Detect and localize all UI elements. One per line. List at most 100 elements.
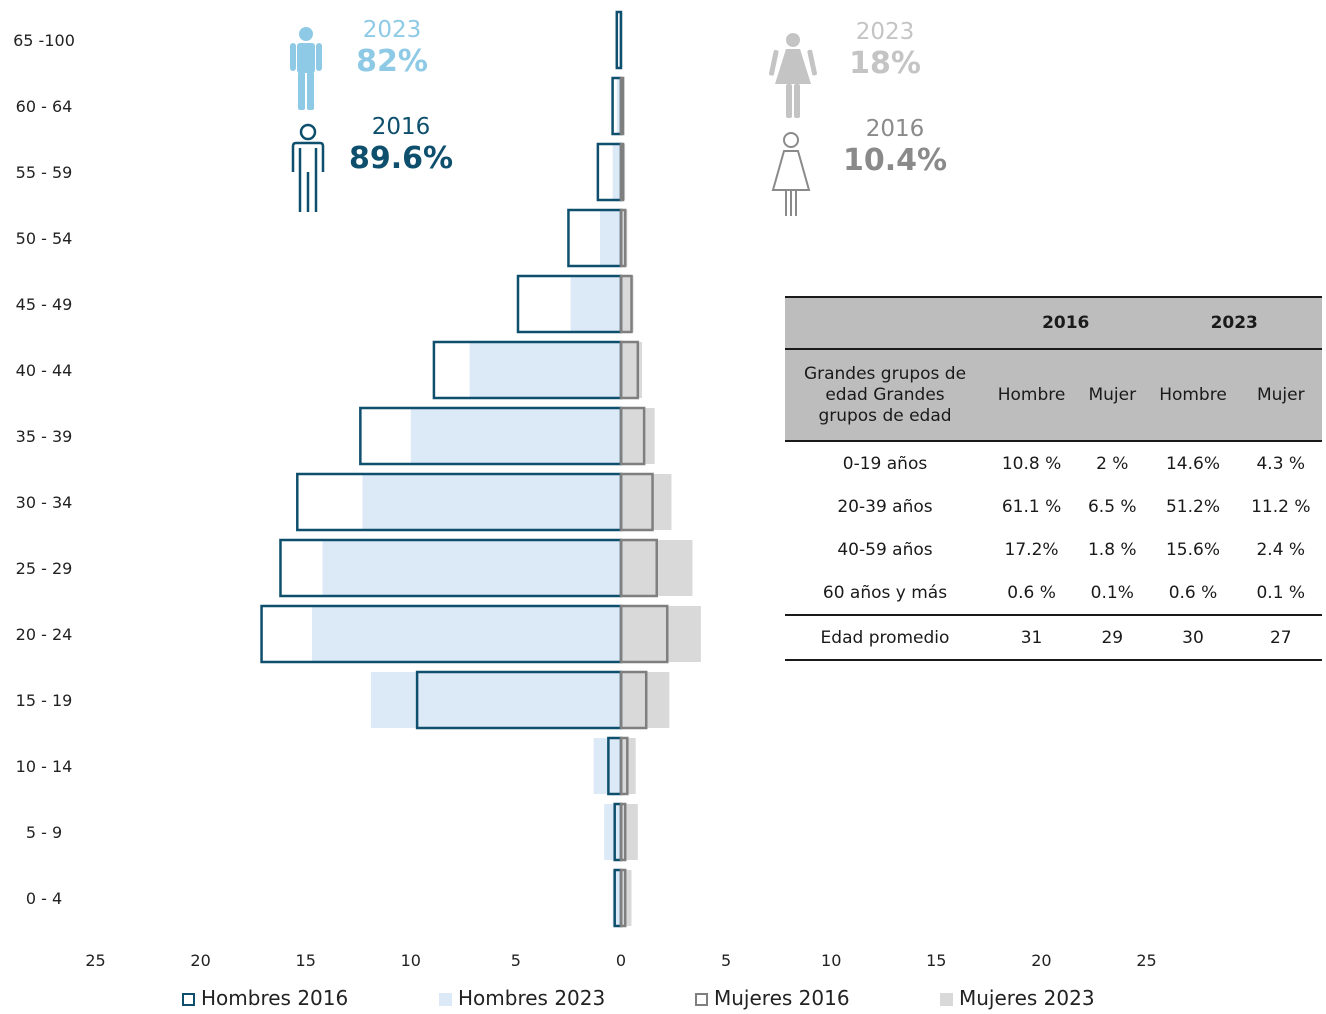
bar-mujeres-2016	[619, 406, 646, 466]
bar-hombres-2023	[362, 474, 621, 530]
bar-hombres-2023	[370, 672, 621, 728]
table-year-header: 2016	[985, 296, 1147, 350]
legend-label: Hombres 2023	[458, 986, 606, 1010]
y-tick-label: 45 - 49	[16, 295, 73, 314]
y-tick-label: 5 - 9	[26, 823, 62, 842]
men-2023-year: 2023	[362, 17, 422, 43]
men-2016-stat: 2016 89.6%	[346, 113, 456, 177]
x-tick-label: 25	[1136, 951, 1156, 970]
table-cell: 2 %	[1096, 453, 1129, 474]
x-tick-label: 25	[85, 951, 105, 970]
legend-swatch	[940, 993, 953, 1006]
men-2023-stat: 2023 82%	[352, 16, 432, 80]
y-tick-label: 20 - 24	[16, 625, 73, 644]
age-group-table: 2016 2023 Grandes grupos de edad Grandes…	[785, 296, 1322, 661]
table-cell: 2.4 %	[1256, 539, 1306, 560]
table-sub-header: Mujer	[1239, 349, 1322, 442]
table-cell: 27	[1239, 614, 1322, 661]
table-sub-header: Hombre	[1146, 349, 1240, 442]
bar-hombres-2023	[570, 276, 621, 332]
y-tick-label: 15 - 19	[16, 691, 73, 710]
man-filled-icon	[290, 27, 322, 110]
legend-label: Mujeres 2016	[714, 986, 850, 1010]
bar-mujeres-2023	[621, 606, 701, 662]
men-2016-year: 2016	[371, 114, 431, 140]
table-cell: 51.2%	[1165, 496, 1220, 517]
x-tick-label: 15	[926, 951, 946, 970]
table-cell: 31	[985, 614, 1079, 661]
table-cell: 4.3 %	[1256, 453, 1306, 474]
x-tick-label: 0	[616, 951, 626, 970]
bar-mujeres-2023	[621, 408, 655, 464]
bar-hombres-2023	[616, 78, 621, 134]
table-cell: 61.1 %	[1001, 496, 1062, 517]
y-tick-label: 10 - 14	[16, 757, 73, 776]
y-tick-label: 25 - 29	[16, 559, 73, 578]
table-cell: 6.5 %	[1087, 496, 1137, 517]
table-cell: 15.6%	[1165, 539, 1220, 560]
legend-label: Hombres 2016	[201, 986, 349, 1010]
legend-item-mujeres-2023: Mujeres 2023	[940, 986, 1095, 1010]
women-2023-year: 2023	[855, 19, 915, 45]
table-row-label: 60 años y más	[822, 582, 948, 603]
table-year-header: 2023	[1146, 296, 1322, 350]
bar-hombres-2023	[599, 210, 621, 266]
y-tick-label: 35 - 39	[16, 427, 73, 446]
table-cell: 0.6 %	[1168, 582, 1218, 603]
woman-outline-icon	[771, 132, 811, 216]
bar-mujeres-2016	[619, 340, 640, 400]
x-tick-label: 10	[401, 951, 421, 970]
legend-swatch	[439, 993, 452, 1006]
bar-hombres-2023	[469, 342, 621, 398]
legend-item-mujeres-2016: Mujeres 2016	[695, 986, 850, 1010]
chart-legend: Hombres 2016 Hombres 2023 Mujeres 2016 M…	[0, 984, 1326, 1014]
x-tick-label: 10	[821, 951, 841, 970]
y-tick-label: 55 - 59	[16, 163, 73, 182]
women-2023-percent: 18%	[849, 46, 921, 81]
bar-hombres-2023	[612, 144, 621, 200]
x-tick-label: 20	[1031, 951, 1051, 970]
table-cell: 0.6 %	[1007, 582, 1056, 603]
y-tick-label: 40 - 44	[16, 361, 73, 380]
y-tick-label: 60 - 64	[16, 97, 73, 116]
table-row: 60 años y más 0.6 % 0.1% 0.6 % 0.1 %	[785, 571, 1322, 615]
table-row-label: 20-39 años	[837, 496, 933, 517]
table-cell: 11.2 %	[1251, 496, 1311, 517]
bar-hombres-2023	[612, 870, 621, 926]
bar-mujeres-2016	[619, 538, 658, 598]
legend-item-hombres-2023: Hombres 2023	[439, 986, 605, 1010]
bar-mujeres-2016	[619, 142, 625, 202]
bars-layer	[260, 10, 701, 928]
legend-swatch	[182, 993, 195, 1006]
men-2023-percent: 82%	[356, 44, 428, 79]
y-tick-label: 65 -100	[13, 31, 75, 50]
table-cell: 14.6%	[1165, 453, 1220, 474]
table-row-label: Edad promedio	[785, 614, 985, 661]
table-corner-cell	[785, 296, 985, 350]
table-row: 20-39 años 61.1 % 6.5 % 51.2% 11.2 %	[785, 485, 1322, 528]
table-cell: 17.2%	[1004, 539, 1059, 560]
table-sub-header: Mujer	[1078, 349, 1147, 442]
legend-label: Mujeres 2023	[959, 986, 1095, 1010]
table-group-header: Grandes grupos de edad Grandes grupos de…	[785, 349, 985, 442]
y-tick-label: 50 - 54	[16, 229, 73, 248]
table-cell: 0.1 %	[1256, 582, 1306, 603]
population-pyramid-chart: 65 -100 60 - 64 55 - 59 50 - 54 45 - 49 40 - …	[13, 10, 1157, 970]
bar-mujeres-2016	[619, 670, 648, 730]
women-2016-year: 2016	[865, 116, 925, 142]
table-cell: 10.8 %	[1001, 453, 1062, 474]
table-cell: 30	[1146, 614, 1240, 661]
bar-mujeres-2016	[619, 736, 629, 796]
table-cell: 29	[1078, 614, 1147, 661]
bar-mujeres-2023	[621, 474, 672, 530]
men-2016-percent: 89.6%	[348, 141, 454, 176]
legend-item-hombres-2016: Hombres 2016	[182, 986, 348, 1010]
bar-mujeres-2016	[619, 802, 627, 862]
x-tick-label: 5	[511, 951, 521, 970]
women-2016-stat: 2016 10.4%	[840, 115, 950, 179]
x-tick-label: 5	[721, 951, 731, 970]
bar-mujeres-2016	[619, 208, 627, 268]
man-outline-icon	[291, 123, 325, 212]
bar-hombres-2016	[615, 10, 623, 70]
bar-hombres-2023	[322, 540, 621, 596]
